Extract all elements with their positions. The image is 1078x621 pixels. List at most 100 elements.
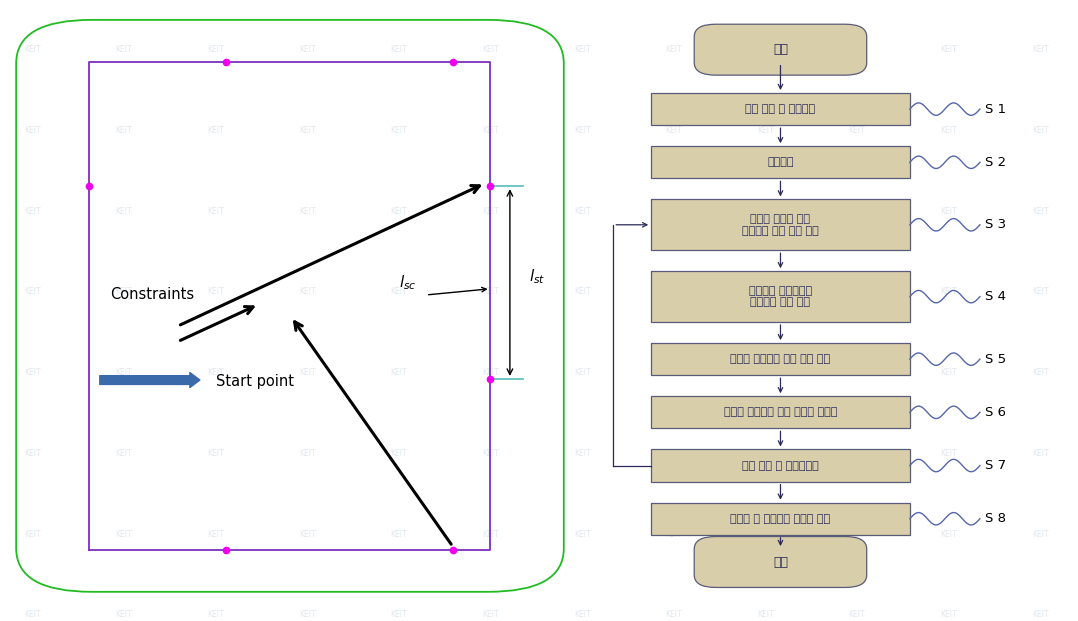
Text: 영역배치: 영역배치 <box>768 157 793 167</box>
Text: KEIT: KEIT <box>299 288 316 296</box>
FancyBboxPatch shape <box>651 199 910 250</box>
Text: 스캐너 및 스테이지 데이터 생성: 스캐너 및 스테이지 데이터 생성 <box>731 514 830 524</box>
Text: KEIT: KEIT <box>390 126 407 135</box>
FancyBboxPatch shape <box>694 537 867 587</box>
Text: KEIT: KEIT <box>482 530 499 538</box>
Text: S 5: S 5 <box>985 353 1007 366</box>
Text: KEIT: KEIT <box>848 610 866 619</box>
Text: KEIT: KEIT <box>573 368 591 377</box>
Text: KEIT: KEIT <box>390 368 407 377</box>
Text: KEIT: KEIT <box>848 207 866 215</box>
FancyBboxPatch shape <box>651 502 910 535</box>
Text: KEIT: KEIT <box>757 126 774 135</box>
Text: KEIT: KEIT <box>115 45 133 54</box>
Text: KEIT: KEIT <box>940 45 957 54</box>
Text: KEIT: KEIT <box>1032 207 1049 215</box>
Text: KEIT: KEIT <box>482 368 499 377</box>
Text: KEIT: KEIT <box>299 368 316 377</box>
Text: 스캐너와 스테이지간
제약조건 수동 정의: 스캐너와 스테이지간 제약조건 수동 정의 <box>749 286 812 307</box>
Text: S 3: S 3 <box>985 219 1007 231</box>
Text: KEIT: KEIT <box>940 126 957 135</box>
Text: KEIT: KEIT <box>1032 288 1049 296</box>
Text: 구간간 스테이지 속도 변화량 최소화: 구간간 스테이지 속도 변화량 최소화 <box>723 407 838 417</box>
Text: KEIT: KEIT <box>1032 368 1049 377</box>
Text: KEIT: KEIT <box>757 368 774 377</box>
Text: KEIT: KEIT <box>573 449 591 458</box>
Text: KEIT: KEIT <box>115 449 133 458</box>
Text: KEIT: KEIT <box>757 530 774 538</box>
Text: Start point: Start point <box>216 374 293 389</box>
Text: 부재 생성 및 영역정의: 부재 생성 및 영역정의 <box>745 104 816 114</box>
Text: KEIT: KEIT <box>665 610 682 619</box>
Text: KEIT: KEIT <box>848 45 866 54</box>
Text: KEIT: KEIT <box>207 45 224 54</box>
Text: KEIT: KEIT <box>24 45 41 54</box>
Text: KEIT: KEIT <box>1032 126 1049 135</box>
Text: KEIT: KEIT <box>757 45 774 54</box>
Text: KEIT: KEIT <box>665 45 682 54</box>
Text: KEIT: KEIT <box>115 207 133 215</box>
Text: KEIT: KEIT <box>115 288 133 296</box>
Text: KEIT: KEIT <box>207 288 224 296</box>
Text: KEIT: KEIT <box>482 207 499 215</box>
Text: KEIT: KEIT <box>940 530 957 538</box>
Text: KEIT: KEIT <box>24 368 41 377</box>
Text: KEIT: KEIT <box>390 610 407 619</box>
Text: KEIT: KEIT <box>390 449 407 458</box>
Text: KEIT: KEIT <box>573 126 591 135</box>
Text: S 2: S 2 <box>985 156 1007 169</box>
Text: 종료: 종료 <box>773 556 788 568</box>
Text: KEIT: KEIT <box>848 368 866 377</box>
Text: KEIT: KEIT <box>665 207 682 215</box>
Text: KEIT: KEIT <box>115 368 133 377</box>
Text: KEIT: KEIT <box>207 610 224 619</box>
Text: KEIT: KEIT <box>207 449 224 458</box>
Text: KEIT: KEIT <box>573 288 591 296</box>
Text: $l_{st}$: $l_{st}$ <box>529 267 545 286</box>
Text: KEIT: KEIT <box>299 610 316 619</box>
Text: S 4: S 4 <box>985 290 1006 303</box>
Text: KEIT: KEIT <box>24 449 41 458</box>
Text: KEIT: KEIT <box>665 288 682 296</box>
Text: KEIT: KEIT <box>207 530 224 538</box>
Text: KEIT: KEIT <box>757 207 774 215</box>
FancyBboxPatch shape <box>651 146 910 178</box>
Text: KEIT: KEIT <box>573 207 591 215</box>
Text: KEIT: KEIT <box>207 126 224 135</box>
Text: KEIT: KEIT <box>299 126 316 135</box>
Text: KEIT: KEIT <box>940 610 957 619</box>
Text: 구간별 스테이지 속도 자동 계산: 구간별 스테이지 속도 자동 계산 <box>731 354 830 364</box>
Text: KEIT: KEIT <box>207 207 224 215</box>
Text: KEIT: KEIT <box>482 288 499 296</box>
Text: KEIT: KEIT <box>848 449 866 458</box>
Text: KEIT: KEIT <box>757 449 774 458</box>
Text: KEIT: KEIT <box>665 449 682 458</box>
Text: S 1: S 1 <box>985 102 1007 116</box>
Text: KEIT: KEIT <box>24 207 41 215</box>
Text: KEIT: KEIT <box>848 288 866 296</box>
Text: KEIT: KEIT <box>390 288 407 296</box>
Text: KEIT: KEIT <box>390 207 407 215</box>
Text: KEIT: KEIT <box>115 530 133 538</box>
Text: KEIT: KEIT <box>757 610 774 619</box>
Text: KEIT: KEIT <box>207 368 224 377</box>
Text: KEIT: KEIT <box>24 126 41 135</box>
Text: KEIT: KEIT <box>757 288 774 296</box>
Text: KEIT: KEIT <box>665 368 682 377</box>
Text: KEIT: KEIT <box>940 207 957 215</box>
Text: KEIT: KEIT <box>482 449 499 458</box>
Text: KEIT: KEIT <box>665 126 682 135</box>
Text: 시작: 시작 <box>773 43 788 56</box>
Text: KEIT: KEIT <box>482 126 499 135</box>
Text: $l_{sc}$: $l_{sc}$ <box>399 273 416 292</box>
Text: KEIT: KEIT <box>573 45 591 54</box>
Text: S 6: S 6 <box>985 406 1006 419</box>
Text: 사용자 입력에 의한
스테이지 경로 수동 정의: 사용자 입력에 의한 스테이지 경로 수동 정의 <box>742 214 819 235</box>
Text: Constraints: Constraints <box>110 288 194 302</box>
Text: KEIT: KEIT <box>1032 449 1049 458</box>
FancyBboxPatch shape <box>651 396 910 428</box>
Text: KEIT: KEIT <box>573 610 591 619</box>
Text: KEIT: KEIT <box>24 610 41 619</box>
Text: KEIT: KEIT <box>390 530 407 538</box>
Text: KEIT: KEIT <box>299 45 316 54</box>
